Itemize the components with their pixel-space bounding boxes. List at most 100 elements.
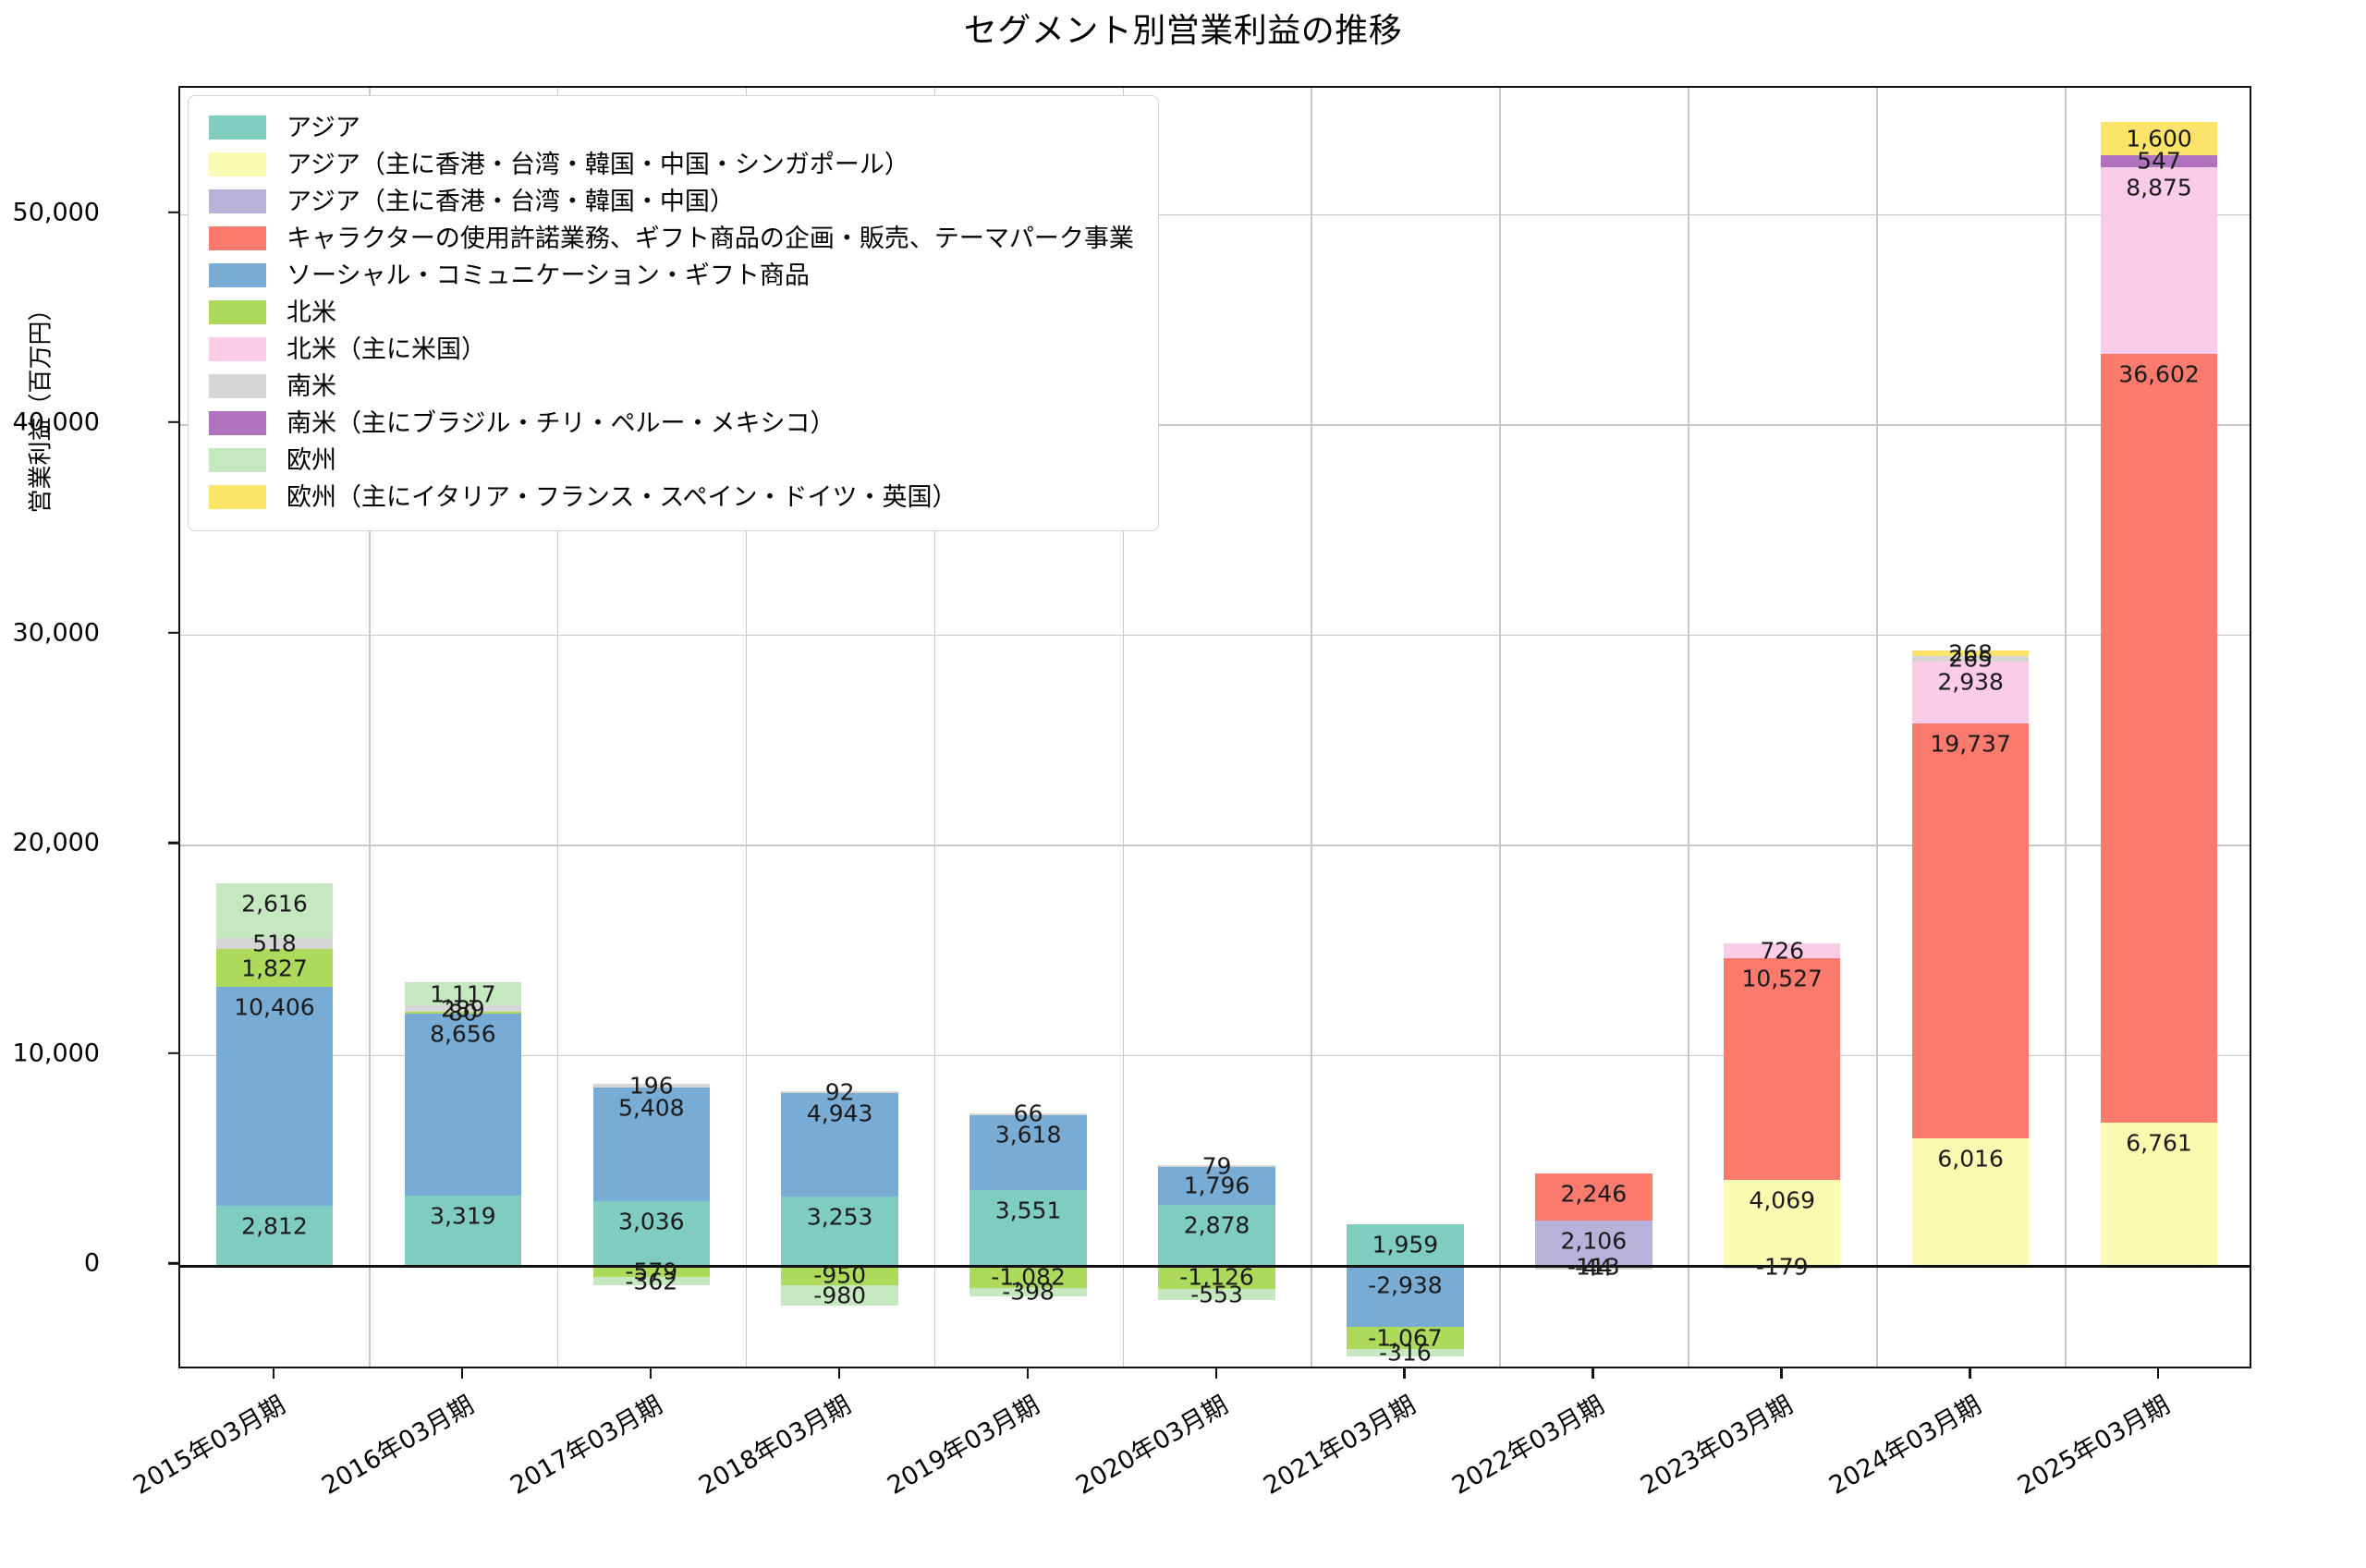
bar-segment[interactable] (2100, 155, 2218, 167)
legend-item[interactable]: アジア（主に香港・台湾・韓国・中国・シンガポール） (209, 146, 1134, 183)
legend-item[interactable]: ソーシャル・コミュニケーション・ギフト商品 (209, 257, 1134, 294)
legend-item[interactable]: アジア (209, 109, 1134, 146)
legend-color-swatch (209, 152, 266, 176)
bar-segment[interactable] (781, 1197, 898, 1266)
bar-segment[interactable] (404, 981, 522, 1006)
bar-value-label: 265 (1948, 645, 1993, 673)
legend-color-swatch (209, 411, 266, 435)
x-tick-mark (1403, 1368, 1406, 1379)
bar-segment[interactable] (1158, 1288, 1275, 1301)
bar-segment[interactable] (404, 1005, 522, 1012)
bar-segment[interactable] (1911, 662, 2030, 724)
bar-segment[interactable] (970, 1114, 1087, 1191)
bar-segment[interactable] (215, 987, 334, 1207)
bar-segment[interactable] (215, 938, 334, 949)
x-tick-label: 2017年03月期 (505, 1391, 667, 1501)
gridline-vertical (1122, 88, 1125, 1367)
legend-item[interactable]: 北米 (209, 294, 1134, 331)
gridline-horizontal (180, 213, 2250, 216)
chart-legend[interactable]: アジア アジア（主に香港・台湾・韓国・中国・シンガポール） アジア（主に香港・台湾・… (188, 95, 1159, 531)
legend-color-swatch (209, 448, 266, 472)
bar-segment[interactable] (1347, 1349, 1464, 1356)
bar-segment[interactable] (592, 1277, 710, 1285)
bar-segment[interactable] (592, 1088, 710, 1202)
bar-segment[interactable] (404, 1011, 522, 1014)
bars-layer (180, 88, 2250, 1367)
x-tick-mark (1214, 1368, 1217, 1379)
legend-item[interactable]: 南米 (209, 368, 1134, 405)
bar-segment[interactable] (1535, 1173, 1653, 1222)
legend-color-swatch (209, 263, 266, 287)
bar-segment[interactable] (970, 1287, 1087, 1296)
bar-segment[interactable] (1158, 1265, 1275, 1289)
legend-item-label: 北米 (287, 298, 336, 327)
bar-segment[interactable] (970, 1112, 1087, 1115)
legend-item[interactable]: 欧州（主にイタリア・フランス・スペイン・ドイツ・英国） (209, 479, 1134, 516)
bar-segment[interactable] (2100, 121, 2218, 156)
bar-segment[interactable] (2100, 166, 2218, 354)
bar-segment[interactable] (1911, 1138, 2030, 1266)
bar-value-label: 3,253 (806, 1203, 873, 1231)
bar-segment[interactable] (1158, 1204, 1275, 1266)
bar-segment[interactable] (781, 1284, 898, 1307)
bar-segment[interactable] (781, 1265, 898, 1285)
legend-item[interactable]: 南米（主にブラジル・チリ・ペルー・メキシコ） (209, 405, 1134, 442)
bar-segment[interactable] (1347, 1327, 1464, 1350)
bar-value-label: 10,527 (1741, 965, 1823, 992)
bar-segment[interactable] (215, 1206, 334, 1266)
bar-segment[interactable] (592, 1201, 710, 1266)
bar-segment[interactable] (1724, 958, 1841, 1180)
bar-segment[interactable] (1158, 1165, 1275, 1168)
y-tick-mark (168, 631, 178, 634)
gridline-vertical (2065, 88, 2067, 1367)
legend-item[interactable]: 欧州 (209, 442, 1134, 479)
zero-axis-line (180, 1265, 2250, 1268)
bar-value-label: 79 (1201, 1152, 1232, 1180)
gridline-vertical (745, 88, 748, 1367)
legend-item[interactable]: キャラクターの使用許諾業務、ギフト商品の企画・販売、テーマパーク事業 (209, 220, 1134, 257)
gridline-vertical (1876, 88, 1878, 1367)
bar-segment[interactable] (215, 882, 334, 939)
bar-segment[interactable] (1347, 1223, 1464, 1266)
bar-segment[interactable] (1535, 1267, 1653, 1270)
bar-segment[interactable] (1535, 1221, 1653, 1266)
bar-value-label: -579 (625, 1258, 678, 1285)
bar-segment[interactable] (970, 1265, 1087, 1288)
x-tick-mark (1592, 1368, 1594, 1379)
bar-segment[interactable] (404, 1013, 522, 1196)
bar-segment[interactable] (970, 1190, 1087, 1266)
x-tick-label: 2025年03月期 (2013, 1391, 2176, 1501)
legend-item[interactable]: アジア（主に香港・台湾・韓国・中国） (209, 183, 1134, 220)
legend-color-swatch (209, 374, 266, 398)
bar-segment[interactable] (1911, 650, 2030, 657)
bar-segment[interactable] (1724, 1179, 1841, 1266)
bar-value-label: 1,827 (241, 954, 308, 982)
legend-item[interactable]: 北米（主に米国） (209, 331, 1134, 368)
bar-value-label: 36,602 (2118, 360, 2200, 388)
bar-segment[interactable] (781, 1092, 898, 1197)
bar-segment[interactable] (2100, 353, 2218, 1124)
bar-segment[interactable] (592, 1265, 710, 1278)
bar-segment[interactable] (1911, 723, 2030, 1139)
bar-value-label: 518 (252, 930, 297, 957)
bar-segment[interactable] (592, 1083, 710, 1088)
bar-segment[interactable] (2100, 1123, 2218, 1266)
bar-segment[interactable] (1158, 1166, 1275, 1205)
page-title: セグメント別営業利益の推移 (963, 12, 1403, 50)
bar-value-label: -1,126 (1179, 1263, 1254, 1291)
y-tick-mark (168, 420, 178, 424)
bar-value-label: -362 (625, 1268, 678, 1295)
bar-segment[interactable] (404, 1195, 522, 1266)
bar-segment[interactable] (1347, 1265, 1464, 1328)
bar-value-label: 3,319 (430, 1202, 496, 1230)
bar-value-label: 268 (1948, 639, 1993, 667)
legend-color-swatch (209, 300, 266, 324)
bar-segment[interactable] (215, 948, 334, 988)
bar-value-label: 8,875 (2126, 174, 2192, 201)
bar-value-label: 8,656 (430, 1020, 496, 1048)
bar-segment[interactable] (1724, 942, 1841, 959)
bar-value-label: 3,551 (994, 1197, 1062, 1224)
bar-segment[interactable] (781, 1090, 898, 1093)
bar-segment[interactable] (1911, 656, 2030, 662)
bar-value-label: 5,408 (617, 1094, 685, 1122)
